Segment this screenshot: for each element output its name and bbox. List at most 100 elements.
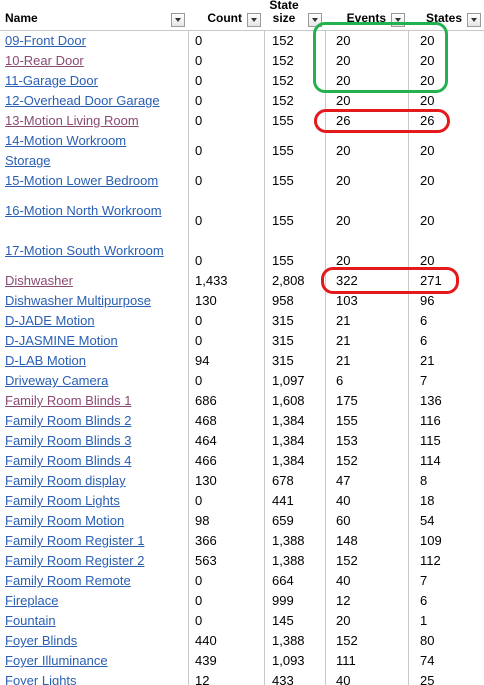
device-link[interactable]: Foyer Blinds [5, 633, 78, 648]
states-cell: 96 [420, 293, 435, 308]
device-link[interactable]: 09-Front Door [5, 33, 86, 48]
state-size-cell: 1,384 [272, 413, 305, 428]
name-cell: Family Room Blinds 1 [0, 391, 184, 411]
events-cell: 40 [336, 493, 351, 508]
column-divider [264, 0, 265, 685]
events-cell: 20 [336, 143, 351, 158]
device-link[interactable]: D-LAB Motion [5, 353, 86, 368]
events-cell: 60 [336, 513, 351, 528]
column-header-name[interactable]: Name [0, 0, 188, 30]
name-cell: Family Room display [0, 471, 184, 491]
state-size-cell: 1,093 [272, 653, 305, 668]
device-link[interactable]: Driveway Camera [5, 373, 109, 388]
state-size-cell: 433 [272, 673, 294, 685]
table-row: 17-Motion South Workroom 0 155 20 20 [0, 231, 484, 271]
events-cell: 21 [336, 313, 351, 328]
column-header-states[interactable]: States [408, 0, 484, 30]
table-row: Family Room Blinds 4 466 1,384 152 114 [0, 451, 484, 471]
states-cell: 74 [420, 653, 435, 668]
states-cell: 136 [420, 393, 442, 408]
device-link[interactable]: Foyer Illuminance [5, 653, 108, 668]
table-row: 11-Garage Door 0 152 20 20 [0, 71, 484, 91]
states-cell: 80 [420, 633, 435, 648]
state-size-cell: 155 [272, 173, 294, 188]
states-cell: 20 [420, 73, 435, 88]
name-cell: 15-Motion Lower Bedroom [0, 171, 184, 191]
device-link[interactable]: Family Room Register 1 [5, 533, 145, 548]
events-cell: 175 [336, 393, 358, 408]
events-cell: 40 [336, 673, 351, 685]
events-cell: 20 [336, 213, 351, 228]
state-size-cell: 958 [272, 293, 294, 308]
count-cell: 0 [195, 173, 203, 188]
state-size-cell: 155 [272, 253, 294, 268]
device-link[interactable]: Family Room display [5, 473, 126, 488]
column-header-count[interactable]: Count [188, 0, 264, 30]
device-link[interactable]: Family Room Blinds 3 [5, 433, 132, 448]
device-link[interactable]: Fountain [5, 613, 56, 628]
name-cell: Driveway Camera [0, 371, 184, 391]
device-link[interactable]: Family Room Blinds 2 [5, 413, 132, 428]
table-row: Foyer Blinds 440 1,388 152 80 [0, 631, 484, 651]
device-link[interactable]: Family Room Motion [5, 513, 125, 528]
device-link[interactable]: Family Room Remote [5, 573, 131, 588]
count-cell: 0 [195, 313, 203, 328]
state-size-cell: 145 [272, 613, 294, 628]
device-link[interactable]: 10-Rear Door [5, 53, 84, 68]
table-row: Family Room Register 1 366 1,388 148 109 [0, 531, 484, 551]
filter-dropdown-icon[interactable] [171, 13, 185, 27]
count-cell: 563 [195, 553, 217, 568]
table-row: Foyer Lights 12 433 40 25 [0, 671, 484, 685]
table-row: 13-Motion Living Room 0 155 26 26 [0, 111, 484, 131]
device-link[interactable]: Family Room Blinds 1 [5, 393, 132, 408]
states-cell: 6 [420, 333, 428, 348]
table-row: 14-Motion Workroom Storage 0 155 20 20 [0, 131, 484, 171]
count-cell: 468 [195, 413, 217, 428]
device-link[interactable]: 14-Motion Workroom Storage [5, 133, 127, 168]
state-size-cell: 664 [272, 573, 294, 588]
events-cell: 47 [336, 473, 351, 488]
count-cell: 366 [195, 533, 217, 548]
state-size-cell: 152 [272, 73, 294, 88]
device-link[interactable]: Family Room Blinds 4 [5, 453, 132, 468]
table-row: Family Room Blinds 2 468 1,384 155 116 [0, 411, 484, 431]
events-cell: 152 [336, 553, 358, 568]
device-link[interactable]: 17-Motion South Workroom [5, 243, 164, 258]
column-header-label: States [425, 11, 462, 25]
device-link[interactable]: Foyer Lights [5, 673, 77, 685]
device-link[interactable]: Family Room Register 2 [5, 553, 145, 568]
count-cell: 0 [195, 373, 203, 388]
table-row: Family Room display 130 678 47 8 [0, 471, 484, 491]
count-cell: 0 [195, 113, 203, 128]
count-cell: 0 [195, 333, 203, 348]
filter-dropdown-icon[interactable] [391, 13, 405, 27]
states-cell: 25 [420, 673, 435, 685]
states-cell: 21 [420, 353, 435, 368]
column-header-events[interactable]: Events [325, 0, 408, 30]
device-link[interactable]: 11-Garage Door [5, 73, 98, 88]
device-link[interactable]: Family Room Lights [5, 493, 120, 508]
device-link[interactable]: 13-Motion Living Room [5, 113, 139, 128]
count-cell: 686 [195, 393, 217, 408]
events-cell: 153 [336, 433, 358, 448]
device-link[interactable]: Dishwasher [5, 273, 73, 288]
column-header-state-size[interactable]: State size [264, 0, 325, 30]
filter-dropdown-icon[interactable] [308, 13, 322, 27]
events-cell: 40 [336, 573, 351, 588]
count-cell: 94 [195, 353, 210, 368]
filter-dropdown-icon[interactable] [247, 13, 261, 27]
states-cell: 20 [420, 93, 435, 108]
events-cell: 322 [336, 273, 358, 288]
table-row: 16-Motion North Workroom 0 155 20 20 [0, 191, 484, 231]
device-link[interactable]: D-JASMINE Motion [5, 333, 118, 348]
device-link[interactable]: 12-Overhead Door Garage [5, 93, 160, 108]
filter-dropdown-icon[interactable] [467, 13, 481, 27]
count-cell: 130 [195, 293, 217, 308]
device-link[interactable]: D-JADE Motion [5, 313, 95, 328]
device-link[interactable]: Fireplace [5, 593, 59, 608]
device-link[interactable]: Dishwasher Multipurpose [5, 293, 151, 308]
count-cell: 0 [195, 143, 203, 158]
device-link[interactable]: 16-Motion North Workroom [5, 203, 162, 218]
device-link[interactable]: 15-Motion Lower Bedroom [5, 173, 159, 188]
states-cell: 26 [420, 113, 435, 128]
